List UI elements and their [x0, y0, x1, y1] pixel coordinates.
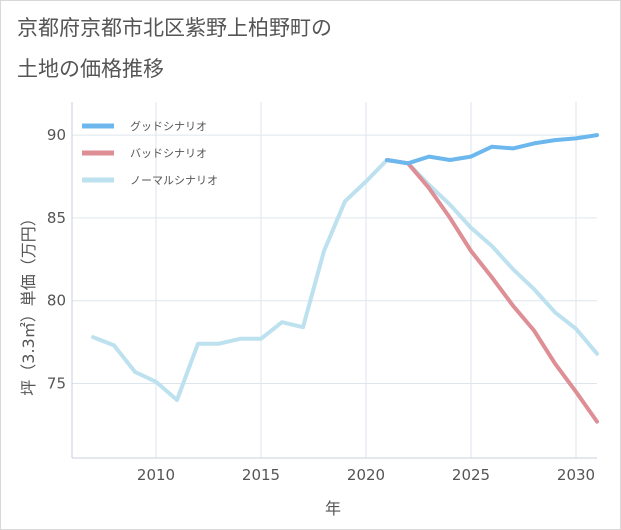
x-tick-label: 2020	[347, 466, 385, 484]
axes	[71, 102, 597, 459]
tick-labels: 2010 2015 2020 2025 2030 75 80 85 90	[47, 126, 595, 484]
x-axis-label: 年	[325, 499, 341, 518]
series-line-2	[91, 158, 599, 402]
x-tick-label: 2030	[557, 466, 595, 484]
chart-title-line2: 土地の価格推移	[17, 57, 164, 81]
chart-title-line1: 京都府京都市北区紫野上柏野町の	[17, 16, 332, 40]
y-tick-label: 75	[47, 374, 66, 392]
y-tick-label: 85	[47, 209, 66, 227]
legend-label-0: グッドシナリオ	[130, 119, 207, 133]
y-tick-label: 80	[47, 292, 66, 310]
legend-label-1: バッドシナリオ	[130, 147, 207, 160]
x-tick-label: 2015	[242, 466, 280, 484]
series-line-0	[385, 133, 599, 166]
series-line-1	[385, 158, 599, 424]
x-tick-label: 2025	[452, 466, 490, 484]
x-tick-label: 2010	[137, 466, 175, 484]
y-tick-label: 90	[47, 126, 66, 144]
series-layer	[91, 133, 599, 424]
y-axis-label: 坪（3.3㎡）単価（万円）	[19, 210, 38, 395]
grid-lines	[72, 102, 597, 458]
legend-label-2: ノーマルシナリオ	[130, 174, 218, 187]
